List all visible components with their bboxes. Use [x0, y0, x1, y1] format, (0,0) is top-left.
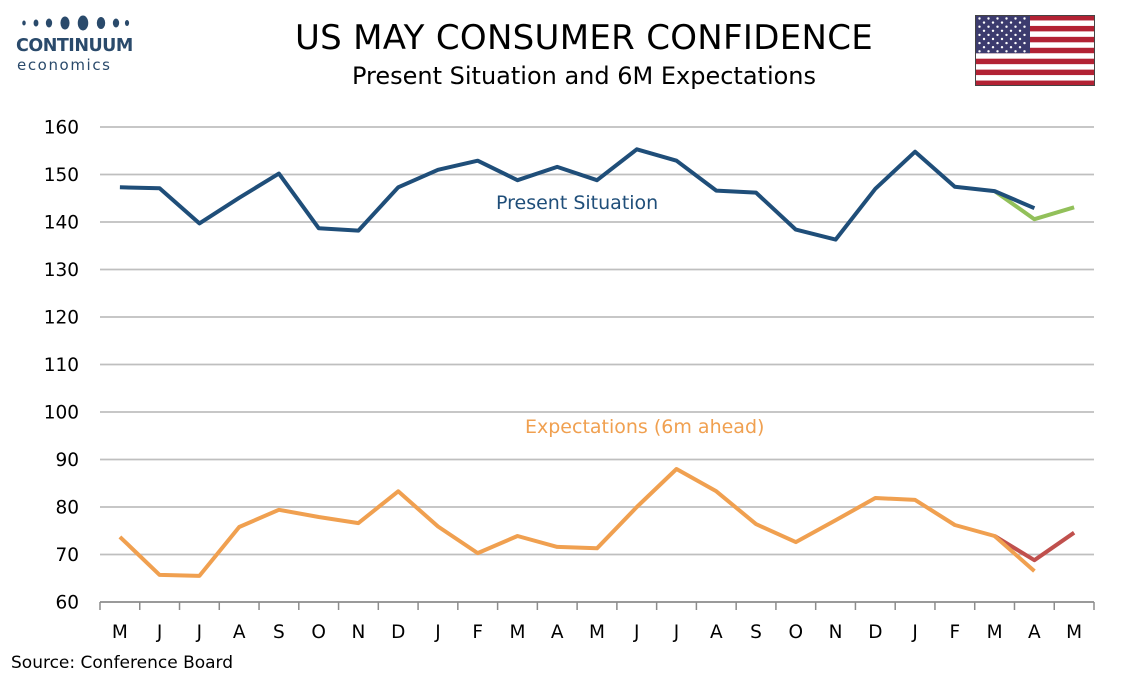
logo-dot — [77, 15, 89, 31]
x-tick-label: A — [551, 622, 564, 643]
x-tick-label: N — [352, 622, 366, 643]
x-tick-label: A — [233, 622, 246, 643]
x-tick-label: S — [273, 622, 285, 643]
x-tick-label: M — [1066, 622, 1082, 643]
x-tick-label: M — [509, 622, 525, 643]
logo-dot — [112, 18, 120, 28]
logo-name: CONTINUUM — [16, 36, 133, 56]
logo-dot — [33, 19, 39, 27]
y-tick-label: 160 — [44, 118, 79, 139]
logo-dot — [60, 16, 70, 30]
logo-subtitle: economics — [17, 56, 112, 74]
logo-dot — [124, 20, 130, 26]
y-tick-label: 90 — [55, 450, 79, 471]
source-note: Source: Conference Board — [11, 653, 234, 673]
logo-dot — [22, 20, 26, 26]
series-line-present-situation — [119, 147, 1036, 242]
y-tick-label: 100 — [44, 403, 79, 424]
y-tick-label: 80 — [55, 498, 79, 519]
x-tick-label: O — [311, 622, 326, 643]
y-tick-label: 120 — [44, 308, 79, 329]
series-line-expectations-revised — [993, 531, 1076, 563]
x-tick-label: D — [868, 622, 882, 643]
x-tick-label: J — [434, 622, 440, 643]
chart-title: US MAY CONSUMER CONFIDENCE — [294, 18, 874, 58]
x-tick-label: J — [196, 622, 202, 643]
x-tick-label: M — [987, 622, 1003, 643]
x-tick-label: S — [750, 622, 762, 643]
x-tick-label: J — [673, 622, 679, 643]
series-line-present-situation-revised — [993, 189, 1075, 222]
continuum-economics-logo: CONTINUUM economics — [14, 14, 134, 76]
x-tick-label: N — [829, 622, 843, 643]
x-tick-label: M — [112, 622, 128, 643]
x-tick-label: M — [589, 622, 605, 643]
x-tick-label: O — [789, 622, 804, 643]
x-tick-label: A — [710, 622, 723, 643]
logo-dot — [45, 18, 53, 28]
y-tick-label: 140 — [44, 213, 79, 234]
logo-dots-icon — [22, 15, 130, 31]
y-tick-label: 130 — [44, 260, 79, 281]
series-label: Present Situation — [496, 192, 658, 214]
x-tick-label: D — [391, 622, 405, 643]
x-tick-label: F — [472, 622, 483, 643]
series-line-expectations-6m-ahead — [118, 467, 1036, 578]
y-tick-label: 110 — [44, 355, 79, 376]
x-tick-label: J — [633, 622, 639, 643]
x-tick-label: J — [156, 622, 162, 643]
x-tick-label: A — [1028, 622, 1041, 643]
chart-subtitle: Present Situation and 6M Expectations — [351, 62, 817, 90]
y-tick-label: 60 — [55, 593, 79, 614]
logo-dot — [96, 17, 106, 29]
y-tick-label: 150 — [44, 165, 79, 186]
x-tick-label: J — [911, 622, 917, 643]
x-tick-label: F — [950, 622, 961, 643]
us-flag-icon — [975, 15, 1095, 86]
y-tick-label: 70 — [55, 545, 79, 566]
series-label: Expectations (6m ahead) — [525, 416, 764, 438]
